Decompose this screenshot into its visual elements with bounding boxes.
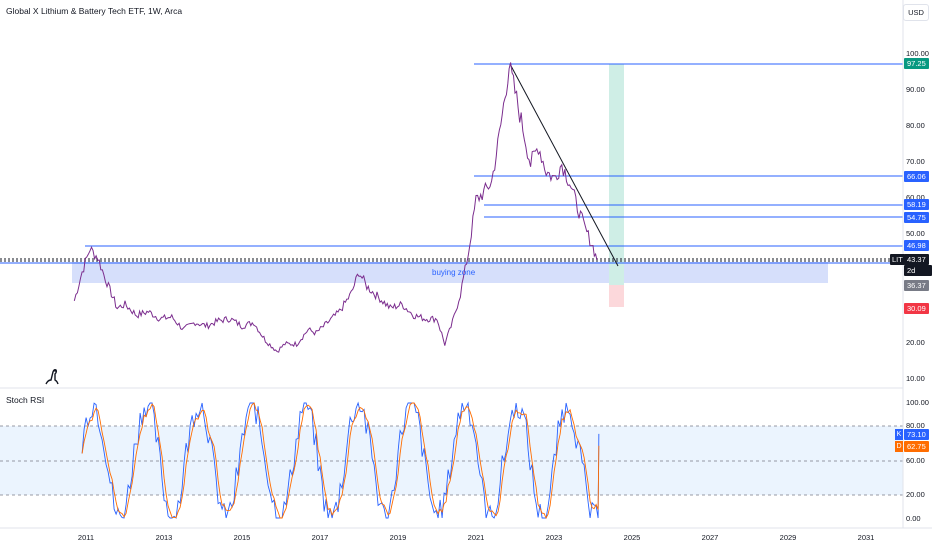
time-tick: 2029: [779, 533, 797, 542]
indicator-title[interactable]: Stoch RSI: [6, 395, 45, 405]
symbol-badge: LIT: [890, 254, 905, 265]
zone-low-badge: 36.37: [904, 280, 929, 291]
tradingview-logo-icon: [44, 368, 60, 391]
level-badge-54: 54.75: [904, 212, 929, 223]
stoch-k-tag: K: [895, 429, 903, 440]
stoch-d-tag: D: [895, 441, 903, 452]
time-tick: 2023: [545, 533, 563, 542]
stoch-d-value: 62.75: [904, 441, 929, 452]
time-tick: 2019: [389, 533, 407, 542]
stoch-tick: 0.00: [906, 514, 921, 523]
price-tick: 10.00: [906, 374, 925, 383]
stoch-d-series: [81, 402, 600, 520]
time-tick: 2011: [77, 533, 95, 542]
price-tick: 60.00: [906, 193, 925, 202]
buying-zone-label: buying zone: [432, 268, 476, 277]
level-badge-46: 46.98: [904, 240, 929, 251]
level-badge-66: 66.06: [904, 171, 929, 182]
price-tick: 90.00: [906, 85, 925, 94]
trendline[interactable]: [509, 63, 619, 267]
time-tick: 2015: [233, 533, 251, 542]
target-zone-rect[interactable]: [609, 64, 624, 285]
stoch-tick: 100.00: [906, 398, 929, 407]
level-badge-97: 97.25: [904, 58, 929, 69]
stoch-tick: 60.00: [906, 456, 925, 465]
time-tick: 2017: [311, 533, 329, 542]
price-tick: 70.00: [906, 157, 925, 166]
buying-zone-rect[interactable]: [72, 262, 828, 283]
chart-title: Global X Lithium & Battery Tech ETF, 1W,…: [6, 6, 183, 16]
time-tick: 2025: [623, 533, 641, 542]
price-tick: 50.00: [906, 229, 925, 238]
currency-button[interactable]: USD: [903, 4, 929, 21]
level-badge-58: 58.19: [904, 199, 929, 210]
bar-countdown-badge: 2d 13h: [904, 265, 932, 286]
price-tick: 100.00: [906, 49, 929, 58]
stoch-k-value: 73.10: [904, 429, 929, 440]
stop-badge: 30.09: [904, 303, 929, 314]
price-series: [73, 62, 598, 353]
stoch-tick: 80.00: [906, 421, 925, 430]
time-tick: 2021: [467, 533, 485, 542]
time-tick: 2031: [857, 533, 875, 542]
stoch-tick: 20.00: [906, 490, 925, 499]
price-tick: 20.00: [906, 338, 925, 347]
stoch-band-fill: [0, 426, 903, 495]
price-tick: 80.00: [906, 121, 925, 130]
time-tick: 2027: [701, 533, 719, 542]
time-tick: 2013: [155, 533, 173, 542]
last-price-badge: 43.37: [904, 254, 929, 265]
stop-zone-rect[interactable]: [609, 285, 624, 307]
